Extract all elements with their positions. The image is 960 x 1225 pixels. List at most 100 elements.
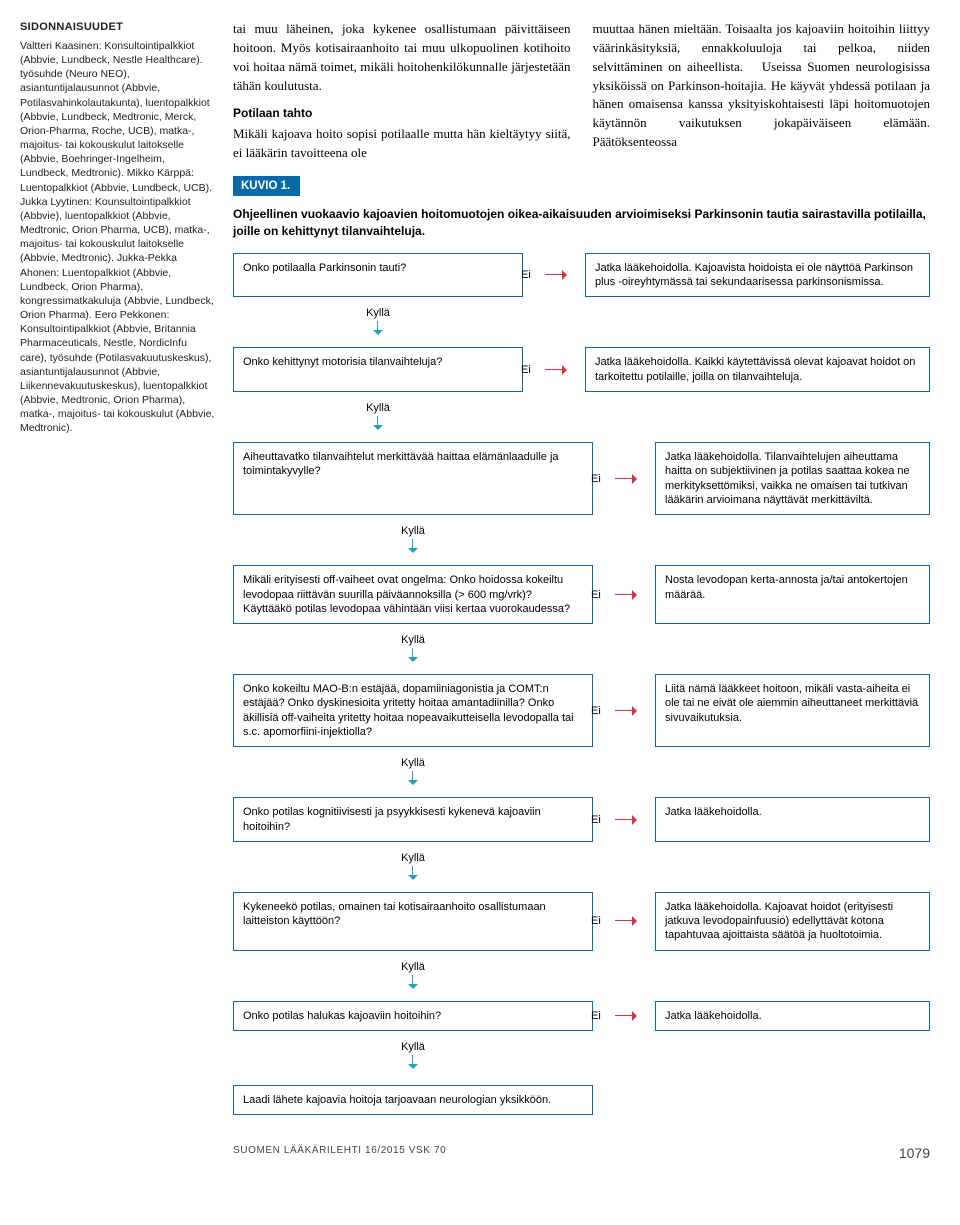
flow-yes-label: Kyllä (366, 402, 390, 414)
flow-yes-row: Kyllä (233, 521, 930, 559)
arrow-down-icon (373, 416, 383, 434)
body-paragraph: muuttaa hänen mieltään. Toisaalta jos ka… (593, 20, 931, 152)
flow-no-label: Ei (591, 589, 601, 601)
flow-question: Aiheuttavatko tilanvaihtelut merkittävää… (233, 442, 593, 515)
arrow-right (545, 347, 585, 392)
arrow-right-icon (545, 365, 571, 375)
arrow-right (615, 442, 655, 515)
flow-step: Mikäli erityisesti off-vaiheet ovat onge… (233, 565, 930, 624)
flow-no-label: Ei (591, 1010, 601, 1022)
flow-no-branch: Ei (593, 797, 615, 842)
flow-no-branch: Ei (523, 253, 545, 298)
body-subhead: Potilaan tahto (233, 105, 571, 122)
flow-yes-branch: Kyllä (233, 961, 593, 993)
flow-no-label: Ei (591, 814, 601, 826)
arrow-right (615, 565, 655, 624)
flow-yes-row: Kyllä (233, 848, 930, 886)
flow-no-label: Ei (521, 269, 531, 281)
flow-no-label: Ei (521, 364, 531, 376)
flow-result: Liitä nämä lääkkeet hoitoon, mikäli vast… (655, 674, 930, 747)
flow-no-label: Ei (591, 705, 601, 717)
flow-step: Onko kokeiltu MAO-B:n estäjää, dopamiini… (233, 674, 930, 747)
arrow-down-icon (408, 648, 418, 666)
arrow-right (615, 1001, 655, 1031)
flow-question: Onko potilas halukas kajoaviin hoitoihin… (233, 1001, 593, 1031)
flow-yes-row: Kyllä (233, 957, 930, 995)
flow-result: Jatka lääkehoidolla. (655, 1001, 930, 1031)
flow-yes-branch: Kyllä (233, 757, 593, 789)
flow-yes-row: Kyllä (233, 753, 930, 791)
flow-step: Aiheuttavatko tilanvaihtelut merkittävää… (233, 442, 930, 515)
arrow-right-icon (545, 270, 571, 280)
flow-yes-branch: Kyllä (233, 1041, 593, 1073)
flow-result: Jatka lääkehoidolla. Tilanvaihtelujen ai… (655, 442, 930, 515)
flow-result: Jatka lääkehoidolla. (655, 797, 930, 842)
body-columns: tai muu läheinen, joka kykenee osallistu… (233, 20, 930, 162)
body-paragraph: tai muu läheinen, joka kykenee osallistu… (233, 20, 571, 95)
arrow-right-icon (615, 706, 641, 716)
arrow-down-icon (408, 1055, 418, 1073)
flow-yes-branch: Kyllä (233, 634, 593, 666)
flow-question: Onko potilaalla Parkinsonin tauti? (233, 253, 523, 298)
flow-result: Jatka lääkehoidolla. Kajoavista hoidoist… (585, 253, 930, 298)
flow-yes-row: Kyllä (233, 398, 930, 436)
flow-yes-label: Kyllä (401, 961, 425, 973)
body-paragraph: Mikäli kajoava hoito sopisi potilaalle m… (233, 125, 571, 163)
sidebar-heading: SIDONNAISUUDET (20, 20, 215, 35)
flow-yes-label: Kyllä (366, 307, 390, 319)
flow-yes-branch: Kyllä (233, 525, 593, 557)
flow-no-branch: Ei (593, 442, 615, 515)
flow-no-branch: Ei (523, 347, 545, 392)
figure-tag: KUVIO 1. (233, 176, 300, 196)
flow-yes-row: Kyllä (233, 630, 930, 668)
flow-yes-label: Kyllä (401, 634, 425, 646)
flow-no-branch: Ei (593, 1001, 615, 1031)
flow-no-branch: Ei (593, 565, 615, 624)
flow-question: Mikäli erityisesti off-vaiheet ovat onge… (233, 565, 593, 624)
footer-left: SUOMEN LÄÄKÄRILEHTI 16/2015 VSK 70 (233, 1145, 446, 1161)
flow-result: Nosta levodopan kerta-annosta ja/tai ant… (655, 565, 930, 624)
flow-yes-label: Kyllä (401, 1041, 425, 1053)
arrow-down-icon (408, 771, 418, 789)
flow-yes-branch: Kyllä (233, 402, 523, 434)
arrow-down-icon (373, 321, 383, 339)
arrow-right-icon (615, 590, 641, 600)
flowchart: Onko potilaalla Parkinsonin tauti?EiJatk… (233, 253, 930, 1116)
flow-no-label: Ei (591, 915, 601, 927)
flow-yes-label: Kyllä (401, 525, 425, 537)
flow-no-branch: Ei (593, 892, 615, 951)
sidebar: SIDONNAISUUDET Valtteri Kaasinen: Konsul… (20, 20, 215, 1161)
page-number: 1079 (899, 1145, 930, 1161)
flow-step: Onko potilas kognitiivisesti ja psyykkis… (233, 797, 930, 842)
flow-result: Jatka lääkehoidolla. Kajoavat hoidot (er… (655, 892, 930, 951)
flow-final-row: Laadi lähete kajoavia hoitoja tarjoavaan… (233, 1081, 930, 1115)
arrow-right (545, 253, 585, 298)
flow-question: Onko kehittynyt motorisia tilanvaihteluj… (233, 347, 523, 392)
page-footer: SUOMEN LÄÄKÄRILEHTI 16/2015 VSK 70 1079 (233, 1141, 930, 1161)
flow-yes-branch: Kyllä (233, 307, 523, 339)
flow-step: Onko potilas halukas kajoaviin hoitoihin… (233, 1001, 930, 1031)
flow-result: Jatka lääkehoidolla. Kaikki käytettäviss… (585, 347, 930, 392)
main-content: tai muu läheinen, joka kykenee osallistu… (233, 20, 930, 1161)
arrow-down-icon (408, 975, 418, 993)
sidebar-text: Valtteri Kaasinen: Konsultointipalkkiot … (20, 39, 215, 436)
flow-yes-branch: Kyllä (233, 852, 593, 884)
flow-question: Onko kokeiltu MAO-B:n estäjää, dopamiini… (233, 674, 593, 747)
flow-no-branch: Ei (593, 674, 615, 747)
arrow-down-icon (408, 539, 418, 557)
arrow-right (615, 797, 655, 842)
flow-step: Onko potilaalla Parkinsonin tauti?Ei Jatk… (233, 253, 930, 298)
flow-step: Onko kehittynyt motorisia tilanvaihteluj… (233, 347, 930, 392)
arrow-right (615, 674, 655, 747)
figure-caption: Ohjeellinen vuokaavio kajoavien hoitomuo… (233, 206, 930, 238)
arrow-right-icon (615, 1011, 641, 1021)
flow-yes-label: Kyllä (401, 757, 425, 769)
flow-no-label: Ei (591, 473, 601, 485)
flow-step: Kykeneekö potilas, omainen tai kotisaira… (233, 892, 930, 951)
arrow-right-icon (615, 815, 641, 825)
flow-yes-label: Kyllä (401, 852, 425, 864)
arrow-down-icon (408, 866, 418, 884)
flow-yes-row: Kyllä (233, 303, 930, 341)
arrow-right-icon (615, 474, 641, 484)
flow-question: Kykeneekö potilas, omainen tai kotisaira… (233, 892, 593, 951)
